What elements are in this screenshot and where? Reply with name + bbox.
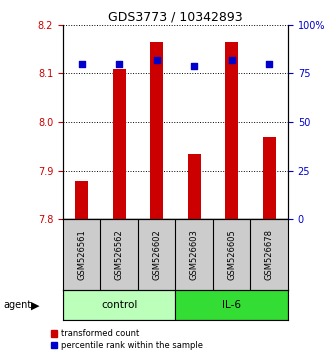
Text: IL-6: IL-6 (222, 300, 241, 310)
Point (229, 57, 234, 63)
Point (154, 57, 159, 63)
Title: GDS3773 / 10342893: GDS3773 / 10342893 (108, 11, 243, 24)
FancyBboxPatch shape (63, 290, 175, 320)
Text: GSM526605: GSM526605 (227, 229, 236, 280)
Text: ▶: ▶ (31, 300, 40, 310)
Bar (75, 181, 88, 219)
Text: GSM526678: GSM526678 (265, 229, 274, 280)
Bar (225, 42, 238, 219)
Point (266, 61, 272, 67)
Text: GSM526602: GSM526602 (152, 229, 161, 280)
FancyBboxPatch shape (175, 290, 288, 320)
Bar (262, 137, 276, 219)
Bar (188, 154, 201, 219)
Text: GSM526603: GSM526603 (190, 229, 199, 280)
Text: control: control (101, 300, 137, 310)
Point (192, 63, 197, 68)
Point (117, 61, 122, 67)
Text: GSM526562: GSM526562 (115, 229, 124, 280)
Legend: transformed count, percentile rank within the sample: transformed count, percentile rank withi… (51, 329, 203, 350)
Point (79, 61, 84, 67)
Text: GSM526561: GSM526561 (77, 229, 86, 280)
Text: agent: agent (3, 300, 31, 310)
Bar (113, 69, 126, 219)
Bar (150, 42, 163, 219)
